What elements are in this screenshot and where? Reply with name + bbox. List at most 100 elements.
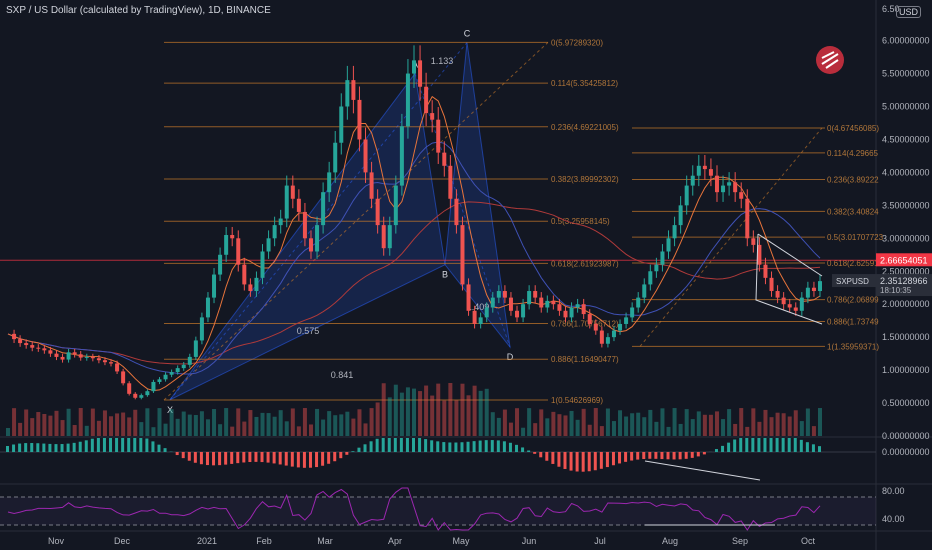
fib-level-label: 0.114(5.35425812) xyxy=(551,79,618,88)
price-axis-tick: 1.50000000 xyxy=(882,332,930,342)
oscillator-bar xyxy=(557,452,561,467)
volume-bar xyxy=(521,427,526,436)
candle-body xyxy=(351,80,356,100)
oscillator-bar xyxy=(539,452,543,458)
oscillator-bar xyxy=(102,438,106,452)
oscillator-bar xyxy=(42,443,46,452)
volume-bar xyxy=(399,392,404,436)
volume-bar xyxy=(321,419,326,436)
candle-body xyxy=(133,393,138,398)
currency-badge[interactable]: USD xyxy=(896,6,922,18)
candle-body xyxy=(418,60,423,87)
volume-bar xyxy=(369,408,374,436)
volume-bar xyxy=(684,409,689,436)
oscillator-bar xyxy=(430,440,434,452)
oscillator-bar xyxy=(260,452,264,463)
candle-body xyxy=(436,119,441,153)
time-axis-label: Oct xyxy=(801,536,816,546)
oscillator-bar xyxy=(775,438,779,452)
candle-body xyxy=(672,225,677,239)
candle-body xyxy=(357,99,362,140)
candle-body xyxy=(205,297,210,318)
oscillator-bar xyxy=(272,452,276,464)
pattern-ratio-label: 1.133 xyxy=(431,56,454,66)
oscillator-bar xyxy=(418,438,422,452)
volume-bar xyxy=(527,408,532,436)
volume-bar xyxy=(327,411,332,436)
volume-bar xyxy=(636,412,641,436)
candle-body xyxy=(745,198,750,239)
volume-bar xyxy=(818,408,822,436)
time-axis-label: 2021 xyxy=(197,536,217,546)
oscillator-bar xyxy=(508,442,512,452)
volume-bar xyxy=(551,411,556,436)
volume-bar xyxy=(242,421,247,436)
candle-body xyxy=(630,307,635,318)
volume-bar xyxy=(678,423,683,436)
volume-bar xyxy=(745,426,750,436)
volume-bar xyxy=(302,408,307,436)
candle-body xyxy=(727,182,732,186)
oscillator-bar xyxy=(599,452,603,469)
candle-body xyxy=(405,73,410,127)
oscillator-bar xyxy=(357,447,361,452)
volume-bar xyxy=(424,385,429,436)
time-axis-label: Apr xyxy=(388,536,402,546)
volume-bar xyxy=(12,408,17,436)
volume-bar xyxy=(230,426,235,436)
oscillator-bar xyxy=(321,452,325,466)
candle-body xyxy=(484,307,489,318)
candle-body xyxy=(563,310,568,318)
volume-bar xyxy=(496,417,501,436)
candle-body xyxy=(266,238,271,252)
oscillator-divergence-line xyxy=(644,460,761,481)
volume-bar xyxy=(508,422,513,436)
candle-body xyxy=(781,297,786,305)
oscillator-bar xyxy=(327,452,331,464)
watermark-logo xyxy=(816,46,844,74)
volume-bar xyxy=(24,409,29,436)
volume-bar xyxy=(205,419,210,436)
oscillator-bar xyxy=(472,441,476,452)
candle-body xyxy=(593,323,598,331)
oscillator-bar xyxy=(339,452,343,459)
oscillator-bar xyxy=(763,438,767,452)
volume-bar xyxy=(702,414,707,436)
time-axis-label: Nov xyxy=(48,536,65,546)
oscillator-bar xyxy=(290,452,294,467)
volume-bar xyxy=(199,411,204,436)
channel-upper-line xyxy=(757,233,823,277)
oscillator-bar xyxy=(751,438,755,452)
oscillator-bar xyxy=(242,452,246,463)
oscillator-bar xyxy=(157,444,161,452)
oscillator-bar xyxy=(721,445,725,452)
moving-average-mid xyxy=(7,141,821,375)
volume-bar xyxy=(30,418,35,436)
fib-level-label: 0.5(3.25958145) xyxy=(551,217,610,226)
rsi-axis-label: 40.00 xyxy=(882,514,905,524)
volume-bar xyxy=(54,410,59,436)
fib-level-label: 0.236(3.89222 xyxy=(827,176,879,185)
volume-bar xyxy=(145,408,150,436)
oscillator-bar xyxy=(72,442,76,452)
volume-bar xyxy=(569,410,574,436)
candle-body xyxy=(805,287,810,298)
candle-body xyxy=(496,291,501,298)
candle-body xyxy=(224,235,229,255)
candle-body xyxy=(714,175,719,193)
oscillator-bar xyxy=(127,438,131,452)
pattern-ratio-label: 1.409 xyxy=(467,302,490,312)
candle-body xyxy=(42,348,47,351)
live-price-tag-bg xyxy=(876,274,932,297)
oscillator-bar xyxy=(551,452,555,464)
volume-bar xyxy=(618,410,623,436)
pattern-ratio-label: 0.575 xyxy=(297,326,320,336)
time-axis-label: Mar xyxy=(317,536,333,546)
volume-bar xyxy=(472,385,477,436)
candle-body xyxy=(763,264,768,278)
rsi-pane: 80.00 40.00 xyxy=(0,486,905,531)
oscillator-bar xyxy=(805,442,809,452)
volume-bar xyxy=(660,408,665,436)
candle-body xyxy=(212,274,217,298)
